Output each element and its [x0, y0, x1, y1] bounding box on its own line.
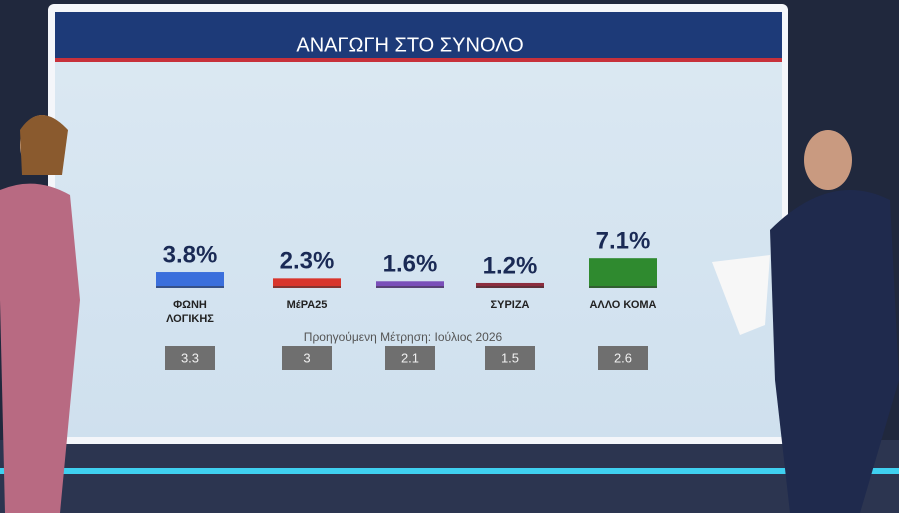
bar — [156, 272, 224, 288]
bar — [273, 278, 341, 288]
bar-shadow — [476, 286, 544, 288]
category-label-box: ΑΛΛΟ ΚΟΜΑ — [589, 299, 657, 311]
previous-value: 3 — [303, 350, 310, 365]
value-label: 1.6% — [383, 251, 438, 278]
presenter-left — [0, 115, 80, 513]
value-label: 1.2% — [483, 252, 538, 279]
value-label: 3.8% — [163, 241, 218, 268]
screen-panel — [55, 12, 782, 437]
category-label: ΜέΡΑ25 — [286, 299, 328, 311]
bar — [476, 282, 544, 288]
category-label: ΑΛΛΟ ΚΟΜΑ — [589, 299, 657, 311]
previous-value: 3.3 — [181, 350, 199, 365]
floor — [0, 440, 899, 513]
category-label: ΣΥΡΙΖΑ — [490, 299, 530, 311]
value-label: 7.1% — [596, 228, 651, 255]
chart-title: ΑΝΑΓΩΓΗ ΣΤΟ ΣΥΝΟΛΟ — [296, 34, 523, 56]
previous-value: 2.1 — [401, 350, 419, 365]
category-label-box: ΜέΡΑ25 — [286, 299, 328, 311]
value-label: 2.3% — [280, 248, 335, 275]
category-label: ΦΩΝΗ ΛΟΓΙΚΗΣ — [166, 299, 214, 325]
category-label-box: ΣΥΡΙΖΑ — [490, 299, 530, 311]
bar — [589, 258, 657, 288]
previous-box — [282, 346, 332, 370]
bar — [376, 281, 444, 288]
category-label-box: ΦΩΝΗ ΛΟΓΙΚΗΣ — [166, 299, 214, 325]
bar-shadow — [589, 286, 657, 288]
previous-box — [385, 346, 435, 370]
bar-shadow — [273, 286, 341, 288]
previous-box — [598, 346, 648, 370]
bar-shadow — [156, 286, 224, 288]
previous-value: 2.6 — [614, 350, 632, 365]
presenter-right — [712, 130, 899, 513]
header-accent — [55, 58, 782, 62]
header-bar — [55, 12, 782, 62]
previous-value: 1.5 — [501, 350, 519, 365]
bar-shadow — [376, 286, 444, 288]
category-label-box — [370, 298, 450, 332]
previous-box — [485, 346, 535, 370]
legend-label: Προηγούμενη Μέτρηση: Ιούλιος 2026 — [304, 330, 503, 344]
previous-box — [165, 346, 215, 370]
light-strip — [0, 468, 899, 474]
